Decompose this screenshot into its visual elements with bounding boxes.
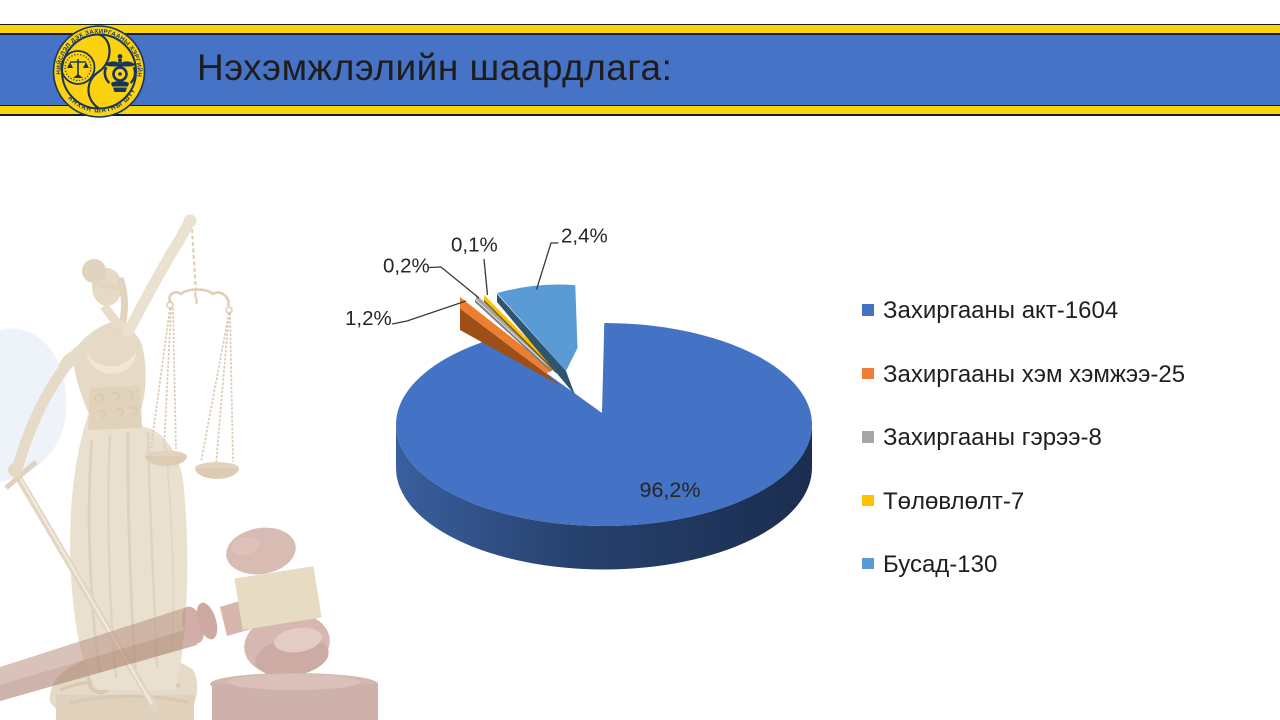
svg-text:1,2%: 1,2% xyxy=(345,307,392,330)
svg-text:0,1%: 0,1% xyxy=(451,234,498,257)
svg-text:2,4%: 2,4% xyxy=(561,225,608,248)
svg-text:0,2%: 0,2% xyxy=(383,255,430,278)
svg-text:96,2%: 96,2% xyxy=(640,478,701,502)
